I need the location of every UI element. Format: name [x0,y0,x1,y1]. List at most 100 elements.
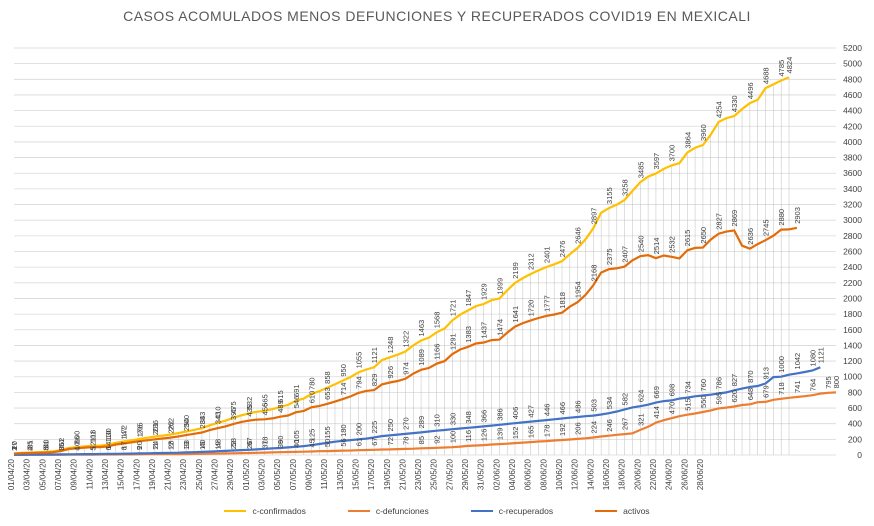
data-label: 12 [88,442,97,450]
data-label: 2168 [589,265,598,282]
data-label: 3864 [683,132,692,149]
data-label: 503 [589,399,598,412]
data-label: 3258 [621,179,630,196]
data-label: 225 [370,421,379,434]
data-label: 321 [636,413,645,426]
data-label: 624 [636,390,645,403]
y-tick-label: 3800 [843,153,862,163]
data-label: 67 [370,437,379,445]
legend-item-defunciones: c-defunciones [347,506,429,516]
data-label: 56 [339,438,348,446]
y-tick-label: 2000 [843,293,862,303]
chart-legend: c-confirmados c-defunciones c-recuperado… [0,506,874,516]
data-label: 19 [214,441,223,449]
data-label: 3700 [668,145,677,162]
data-label: 1721 [448,300,457,317]
data-label: 515 [683,398,692,411]
data-label: 1437 [480,322,489,339]
series-line-activos [13,226,798,455]
data-label: 6 [104,446,113,450]
data-label: 8 [120,446,129,450]
data-label: 22 [229,441,238,449]
series-line-c-confirmados [13,76,790,455]
data-label: 595 [715,392,724,405]
data-label: 1720 [527,300,536,317]
data-label: 2 [10,447,19,451]
data-label: 13 [182,442,191,450]
data-label: 110 [104,430,113,442]
y-tick-label: 4400 [843,106,862,116]
data-label: 178 [542,425,551,438]
x-tick-label: 29/05/20 [461,458,470,490]
data-label: 406 [511,407,520,420]
x-tick-label: 26/06/20 [680,458,689,490]
data-label: 653 [323,387,332,400]
data-label: 439 [245,404,254,417]
data-label: 734 [683,381,692,394]
data-label: 85 [417,436,426,444]
data-label: 1777 [542,295,551,312]
x-tick-label: 23/05/20 [414,458,423,490]
data-label: 3597 [652,153,661,170]
x-tick-label: 09/05/20 [304,458,313,490]
data-label: 410 [214,406,223,419]
data-label: 2903 [793,207,802,224]
data-label: 5 [88,446,97,450]
data-label: 90 [276,436,285,444]
y-tick-label: 1800 [843,309,862,319]
x-tick-label: 14/06/20 [586,458,595,490]
data-label: 2514 [652,238,661,255]
data-label: 760 [699,379,708,392]
data-label: 50 [323,439,332,447]
x-tick-label: 13/04/20 [101,458,110,490]
data-label: 565 [261,394,270,407]
x-tick-label: 01/04/20 [7,458,16,490]
x-tick-label: 17/04/20 [132,458,141,490]
data-label: 310 [433,414,442,427]
data-label: 1818 [558,292,567,309]
y-tick-label: 1600 [843,325,862,335]
data-label: 1383 [464,326,473,343]
x-tick-label: 13/05/20 [336,458,345,490]
data-label: 147 [120,427,129,440]
x-tick-label: 28/06/20 [696,458,705,490]
data-label: 48 [214,439,223,447]
data-label: 2880 [777,209,786,226]
data-label: 126 [480,429,489,442]
data-label: 40 [198,440,207,448]
data-label: 116 [464,430,473,442]
data-label: 118 [88,430,97,442]
data-label: 62 [57,438,66,446]
data-label: 3 [57,447,66,451]
data-label: 475 [229,401,238,414]
chart-title: CASOS ACOMULADOS MENOS DEFUNCIONES Y REC… [123,8,751,24]
x-tick-label: 19/04/20 [148,458,157,490]
data-label: 4 [26,447,35,451]
data-label: 192 [558,423,567,436]
x-tick-label: 25/04/20 [195,458,204,490]
x-tick-label: 15/05/20 [351,458,360,490]
y-tick-label: 5000 [843,59,862,69]
data-label: 534 [605,397,614,410]
data-label: 1166 [433,344,442,360]
data-label: 1929 [480,283,489,300]
x-tick-label: 21/05/20 [398,458,407,490]
data-label: 546 [292,396,301,409]
x-tick-label: 22/06/20 [649,458,658,490]
data-label: 12 [167,442,176,450]
data-label: 794 [354,376,363,389]
data-label: 262 [167,418,176,431]
data-label: 17 [10,441,19,449]
data-label: 1000 [777,356,786,373]
data-label: 176 [135,425,144,438]
x-tick-label: 19/05/20 [383,458,392,490]
data-label: 24 [151,441,160,449]
y-tick-label: 400 [848,419,862,429]
x-tick-label: 12/06/20 [571,458,580,490]
x-tick-label: 08/06/20 [539,458,548,490]
legend-label-recuperados: c-recuperados [498,506,554,516]
data-label: 414 [652,406,661,419]
data-label: 913 [762,367,771,380]
legend-swatch-recuperados [470,510,493,512]
data-label: 1568 [433,312,442,329]
